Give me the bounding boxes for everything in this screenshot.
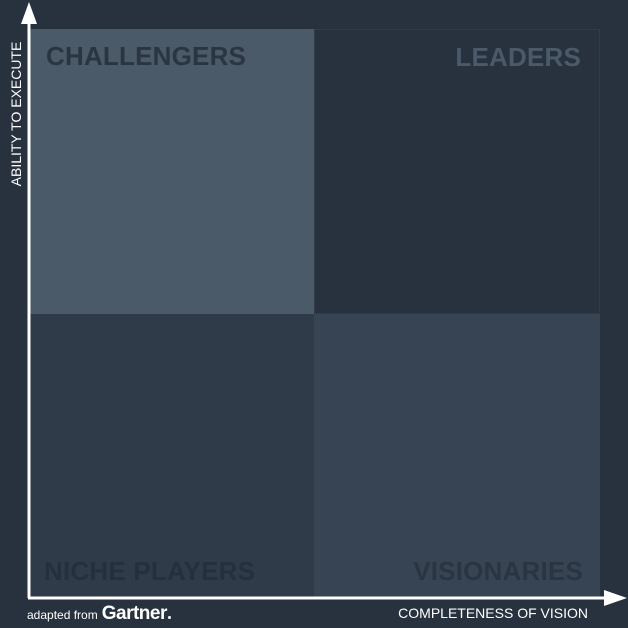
x-axis-label: COMPLETENESS OF VISION [398, 605, 588, 621]
quadrant-visionaries: VISIONARIES [314, 314, 600, 597]
source-credit: adapted from Gartner [27, 603, 171, 625]
quadrant-leaders: LEADERS [314, 29, 600, 314]
quadrant-label-niche-players: NICHE PLAYERS [44, 556, 256, 586]
quadrant-label-visionaries: VISIONARIES [413, 556, 583, 586]
gartner-logo: Gartner [102, 603, 171, 625]
quadrant-niche-players: NICHE PLAYERS [30, 314, 314, 597]
quadrant-challengers: CHALLENGERS [30, 29, 314, 314]
quadrant-label-challengers: CHALLENGERS [46, 41, 247, 71]
credit-prefix: adapted from [27, 608, 98, 622]
y-axis-label: ABILITY TO EXECUTE [8, 41, 24, 187]
gartner-logo-text: Gartner [101, 603, 168, 624]
y-axis-arrowhead-icon [21, 2, 37, 24]
quadrant-label-leaders: LEADERS [455, 42, 581, 72]
x-axis-arrowhead-icon [604, 590, 627, 606]
